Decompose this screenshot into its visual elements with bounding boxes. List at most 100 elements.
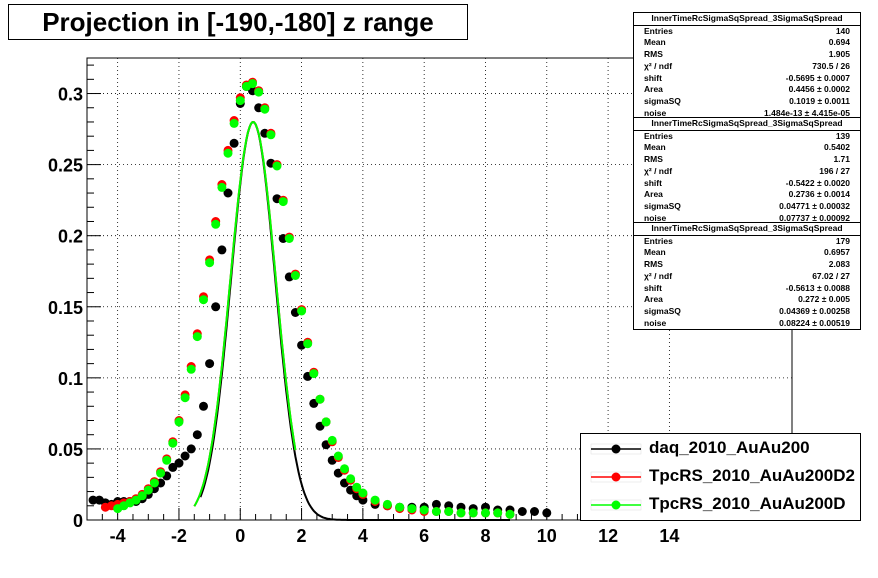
data-point — [395, 502, 405, 512]
data-point — [327, 435, 337, 445]
stats-box-3: InnerTimeRcSigmaSqSpread_3SigmaSqSpread … — [633, 222, 861, 331]
legend-entry-d: TpcRS_2010_AuAu200D — [581, 492, 860, 518]
stats-title: InnerTimeRcSigmaSqSpread_3SigmaSqSpread — [634, 118, 860, 131]
data-point — [517, 507, 527, 516]
stats-row: Entries 139 — [644, 130, 850, 141]
data-point — [186, 364, 196, 374]
x-axis: -4 -2 0 2 4 6 8 10 12 14 — [86, 508, 793, 546]
stats-row: RMS 2.083 — [644, 259, 850, 270]
stats-row: χ² / ndf 730.5 / 26 — [644, 60, 850, 71]
stats-row: χ² / ndf 67.02 / 27 — [644, 270, 850, 281]
data-point — [315, 394, 325, 404]
legend-marker-icon — [590, 443, 642, 455]
x-tick-label: 14 — [659, 526, 679, 546]
stats-row: Entries 179 — [644, 235, 850, 246]
fit-curve — [193, 121, 297, 507]
y-tick-label: 0.05 — [48, 440, 83, 460]
data-point — [530, 507, 539, 516]
stats-row: sigmaSQ 0.1019 ± 0.0011 — [644, 95, 850, 106]
data-point — [431, 507, 441, 516]
series-daq_2010_AuAu200 — [88, 81, 552, 518]
data-point — [192, 430, 202, 440]
x-tick-label: 4 — [358, 526, 368, 546]
stats-row: shift -0.5695 ± 0.0007 — [644, 72, 850, 83]
data-point — [346, 474, 356, 484]
data-point — [186, 444, 196, 454]
data-point — [88, 495, 98, 505]
data-point — [199, 295, 208, 305]
data-point — [254, 87, 264, 97]
stats-row: noise 0.07737 ± 0.00092 — [644, 212, 850, 223]
legend: daq_2010_AuAu200 TpcRS_2010_AuAu200D2 Tp… — [580, 433, 861, 521]
fit-curve — [199, 121, 510, 521]
legend-entry-daq: daq_2010_AuAu200 — [581, 436, 860, 462]
data-point — [149, 478, 159, 488]
stats-row: Mean 0.6957 — [644, 247, 850, 258]
x-tick-label: 2 — [297, 526, 307, 546]
y-tick-label: 0 — [73, 511, 83, 531]
data-point — [266, 130, 276, 140]
data-point — [542, 508, 552, 518]
stats-row: shift -0.5422 ± 0.0020 — [644, 177, 850, 188]
data-point — [174, 417, 184, 427]
fit-curves — [193, 121, 510, 521]
data-point — [407, 504, 417, 514]
stats-row: RMS 1.905 — [644, 49, 850, 60]
legend-label: TpcRS_2010_AuAu200D — [649, 494, 846, 513]
data-point — [456, 508, 466, 518]
series-TpcRS_2010_AuAu200D — [113, 79, 515, 519]
data-point — [290, 271, 300, 280]
stats-row: noise 0.08224 ± 0.00519 — [644, 317, 850, 328]
stats-box-1: InnerTimeRcSigmaSqSpread_3SigmaSqSpread … — [633, 12, 861, 121]
data-point — [352, 482, 362, 492]
data-point — [156, 468, 166, 478]
data-point — [321, 417, 331, 427]
legend-label: daq_2010_AuAu200 — [649, 438, 810, 457]
legend-label: TpcRS_2010_AuAu200D2 — [649, 466, 855, 485]
stats-row: noise 1.484e-13 ± 4.415e-05 — [644, 107, 850, 118]
data-point — [229, 118, 239, 128]
legend-marker-icon — [590, 499, 642, 511]
data-point — [468, 508, 478, 518]
data-point — [260, 104, 270, 114]
data-point — [431, 499, 441, 509]
data-point — [358, 488, 368, 498]
data-point — [143, 485, 153, 495]
data-point — [340, 464, 349, 474]
data-point — [168, 438, 178, 448]
x-tick-label: -4 — [110, 526, 126, 546]
fit-curve — [193, 121, 297, 507]
stats-title: InnerTimeRcSigmaSqSpread_3SigmaSqSpread — [634, 223, 860, 236]
data-point — [137, 491, 147, 501]
x-tick-label: 10 — [537, 526, 557, 546]
data-point — [333, 451, 343, 461]
data-point — [205, 258, 215, 268]
y-tick-label: 0.25 — [48, 156, 83, 176]
stats-row: Area 0.272 ± 0.005 — [644, 294, 850, 305]
stats-row: Mean 0.5402 — [644, 142, 850, 153]
chart-title: Projection in [-190,-180] z range — [8, 4, 468, 40]
stats-row: Mean 0.694 — [644, 37, 850, 48]
data-point — [278, 197, 288, 207]
data-point — [211, 302, 221, 312]
data-point — [180, 393, 190, 403]
data-point — [180, 451, 190, 461]
data-point — [205, 359, 215, 369]
data-point — [199, 401, 208, 411]
stats-row: Area 0.4456 ± 0.0002 — [644, 84, 850, 95]
data-point — [493, 508, 503, 518]
data-point — [192, 332, 202, 342]
y-tick-label: 0.3 — [58, 85, 83, 105]
y-tick-label: 0.15 — [48, 298, 83, 318]
data-point — [223, 188, 233, 198]
data-point — [162, 455, 172, 465]
data-point — [370, 495, 380, 505]
data-point — [248, 79, 257, 89]
x-tick-label: -2 — [171, 526, 187, 546]
stats-box-2: InnerTimeRcSigmaSqSpread_3SigmaSqSpread … — [633, 117, 861, 226]
x-tick-label: 12 — [598, 526, 618, 546]
stats-row: RMS 1.71 — [644, 154, 850, 165]
y-tick-label: 0.2 — [58, 227, 83, 247]
x-tick-label: 0 — [235, 526, 245, 546]
